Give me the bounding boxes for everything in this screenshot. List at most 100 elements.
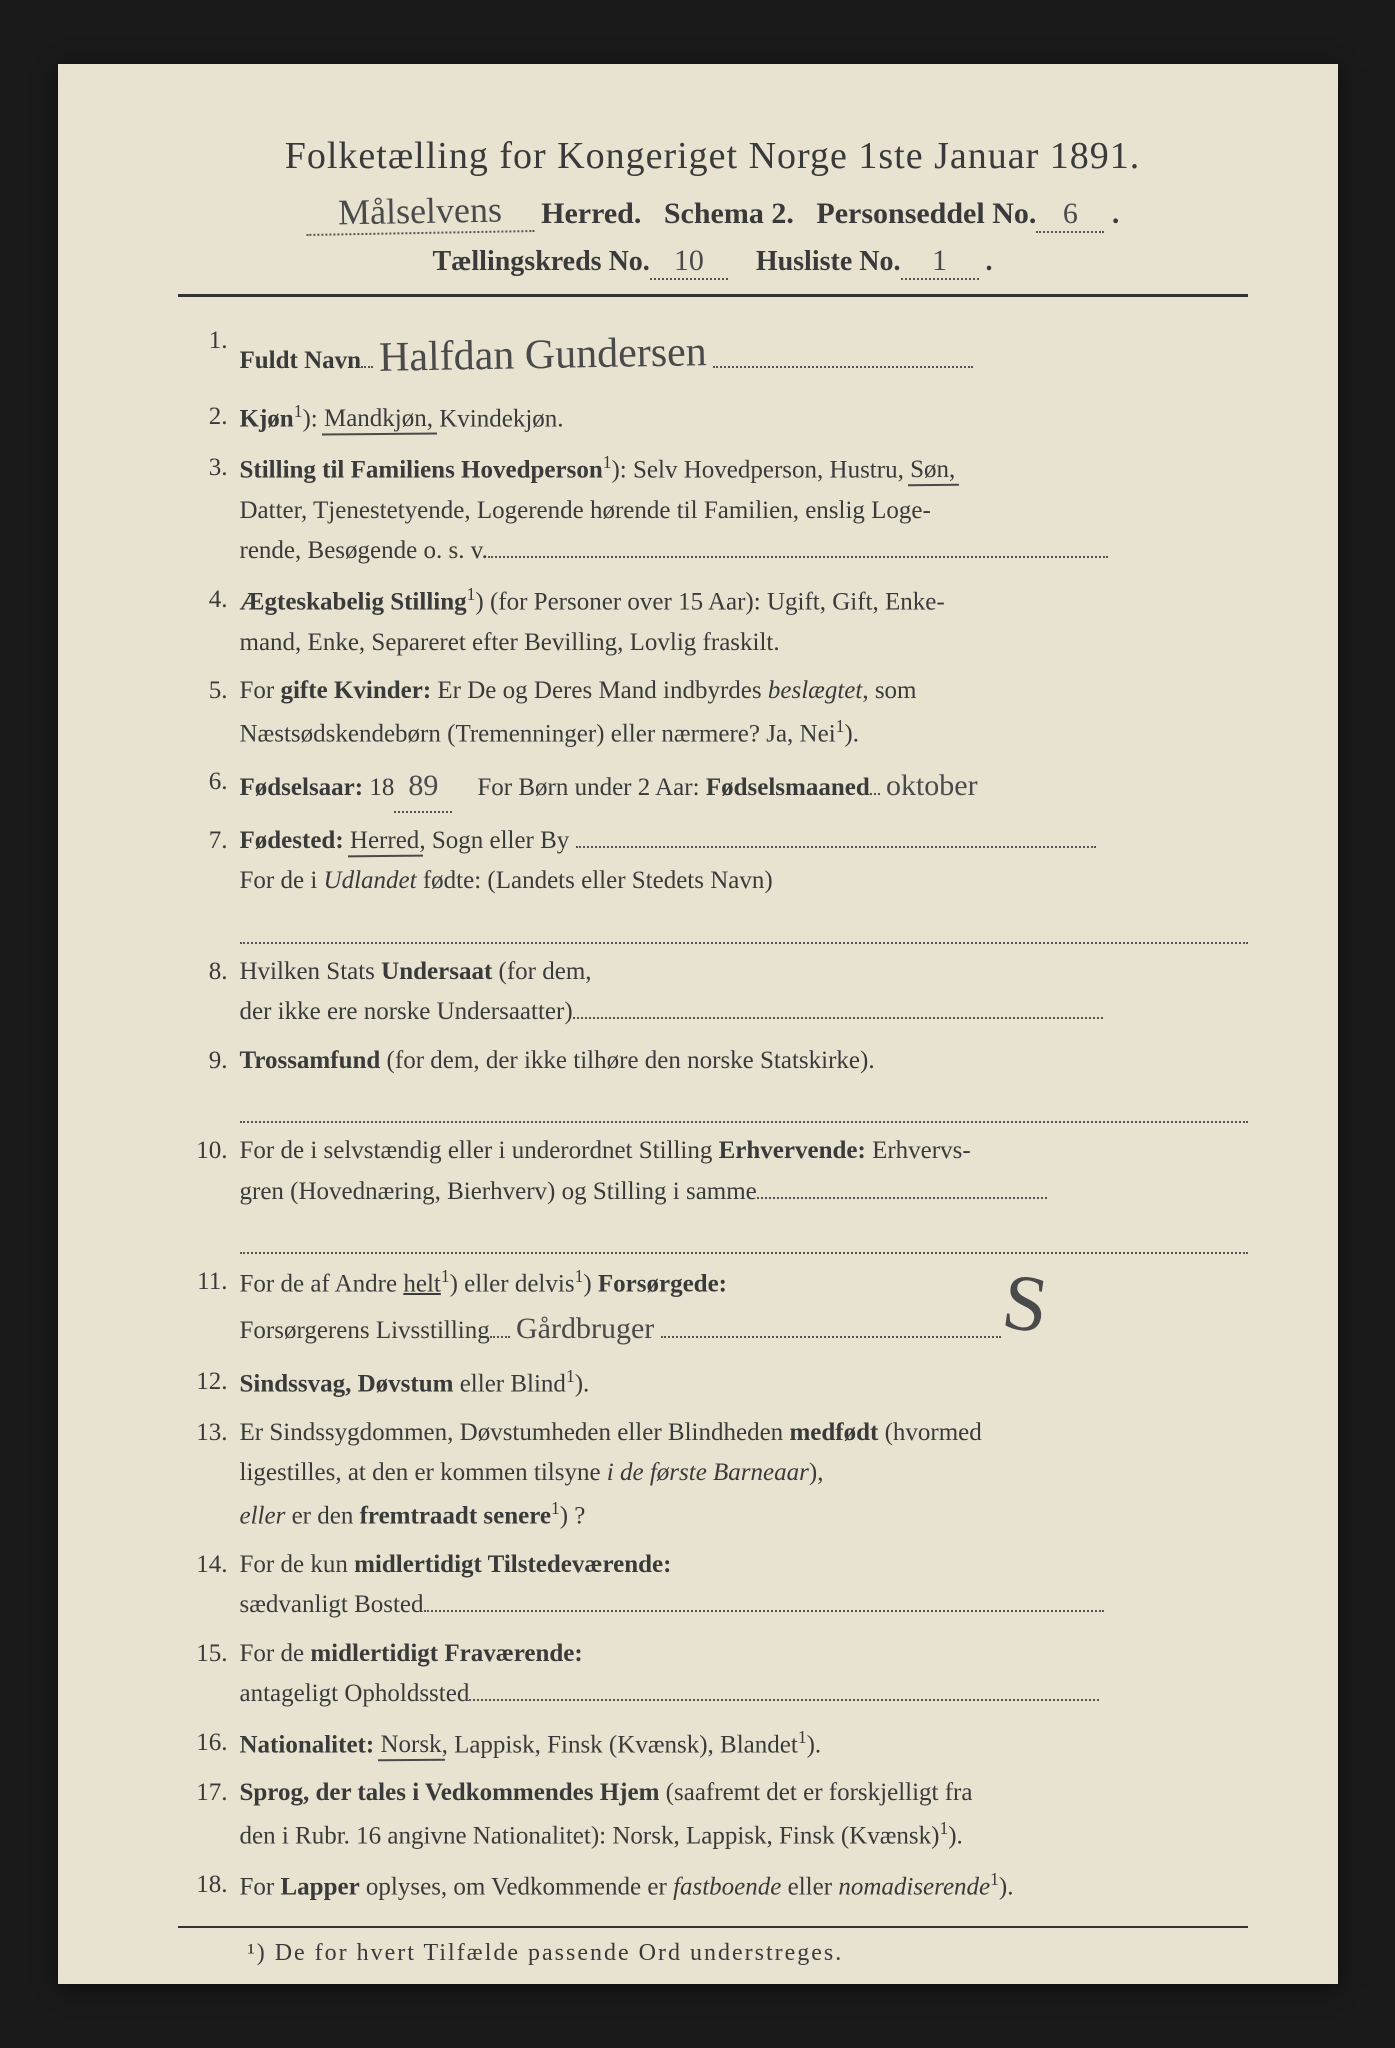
field-1-name: Fuldt Navn Halfdan Gundersen <box>178 321 1248 389</box>
q2-kvindekjon: Kvindekjøn. <box>439 405 563 432</box>
q12-text-b: eller Blind <box>453 1370 565 1397</box>
q6-label2: Fødselsmaaned <box>706 774 870 801</box>
q3-line1: Selv Hovedperson, Hustru, <box>633 456 910 483</box>
q7-line2-wrap: For de i Udlandet fødte: (Landets eller … <box>240 861 1248 902</box>
q5-beslaegtet: beslægtet <box>768 677 862 704</box>
q5-line1: Er De og Deres Mand indbyrdes <box>437 677 767 704</box>
q13-line1: Er Sindssygdommen, Døvstumheden eller Bl… <box>240 1419 790 1446</box>
q17-line2-wrap: den i Rubr. 16 angivne Nationalitet): No… <box>240 1814 1248 1857</box>
personseddel-label: Personseddel No. <box>816 197 1036 230</box>
q3-line2: Datter, Tjenestetyende, Logerende hørend… <box>240 491 1248 532</box>
field-17-language: Sprog, der tales i Vedkommendes Hjem (sa… <box>178 1773 1248 1856</box>
q6-label: Fødselsaar: <box>240 774 364 801</box>
q17-line1-end: (saafremt det er forskjelligt fra <box>659 1779 972 1806</box>
q16-rest: , Lappisk, Finsk (Kvænsk), Blandet <box>442 1731 798 1758</box>
header-divider <box>178 294 1248 297</box>
field-3-relation: Stilling til Familiens Hovedperson1): Se… <box>178 448 1248 572</box>
q15-line2-wrap: antageligt Opholdssted <box>240 1674 1248 1715</box>
q10-line1a: For de i selvstændig eller i underordnet… <box>240 1137 719 1164</box>
q6-prefix: 18 <box>369 774 394 801</box>
q4-paren: (for Personer over 15 Aar): <box>490 588 761 615</box>
q10-line2-wrap: gren (Hovednæring, Bierhverv) og Stillin… <box>240 1172 1248 1213</box>
field-7-birthplace: Fødested: Herred, Sogn eller By For de i… <box>178 821 1248 944</box>
field-14-temp-present: For de kun midlertidigt Tilstedeværende:… <box>178 1545 1248 1626</box>
q5-label: gifte Kvinder: <box>280 677 431 704</box>
q16-label: Nationalitet: <box>240 1731 375 1758</box>
q7-blank-line <box>240 902 1248 944</box>
q13-bold: medfødt <box>789 1419 878 1446</box>
q11-provider-hw: Gårdbruger <box>516 1305 654 1354</box>
q1-handwritten-name: Halfdan Gundersen <box>379 318 708 392</box>
field-6-birthyear: Fødselsaar: 1889 For Børn under 2 Aar: F… <box>178 762 1248 813</box>
q8-line1a: Hvilken Stats <box>240 958 382 985</box>
footnote-text: ¹) De for hvert Tilfælde passende Ord un… <box>178 1940 1248 1967</box>
q18-ital1: fastboende <box>673 1873 781 1900</box>
field-12-disability: Sindssvag, Døvstum eller Blind1). <box>178 1362 1248 1405</box>
q6-year-hw: 89 <box>394 762 452 813</box>
q10-blank-line <box>240 1212 1248 1254</box>
q4-line2: mand, Enke, Separeret efter Bevilling, L… <box>240 623 1248 664</box>
field-16-nationality: Nationalitet: Norsk, Lappisk, Finsk (Kvæ… <box>178 1723 1248 1766</box>
census-form-page: Folketælling for Kongeriget Norge 1ste J… <box>58 64 1338 1984</box>
q18-mid: oplyses, om Vedkommende er <box>360 1873 673 1900</box>
husliste-no-handwritten: 1 <box>901 244 979 280</box>
schema-label: Schema 2. <box>664 197 794 230</box>
q10-label: Erhvervende: <box>719 1137 866 1164</box>
q18-mid2: eller <box>781 1873 838 1900</box>
q2-mandkjon-underlined: Mandkjøn, <box>324 405 433 432</box>
q3-line3: rende, Besøgende o. s. v. <box>240 531 1248 572</box>
q13-line2-wrap: ligestilles, at den er kommen tilsyne i … <box>240 1453 1248 1494</box>
q6-mid: For Børn under 2 Aar: <box>477 774 705 801</box>
q14-line1: For de kun <box>240 1551 355 1578</box>
subheader-line-1: Målselvens Herred. Schema 2. Personsedde… <box>178 190 1248 234</box>
subheader-line-2: Tællingskreds No.10 Husliste No.1 . <box>178 244 1248 280</box>
q5-line1-end: , som <box>862 677 916 704</box>
q10-line1b: Erhvervs- <box>866 1137 971 1164</box>
kreds-label: Tællingskreds No. <box>432 246 649 277</box>
q3-label: Stilling til Familiens Hovedperson <box>240 456 603 483</box>
herred-label: Herred. <box>541 197 641 230</box>
q13-line1-end: (hvormed <box>878 1419 981 1446</box>
q8-line2-wrap: der ikke ere norske Undersaatter) <box>240 992 1248 1033</box>
q6-month-hw: oktober <box>886 762 978 811</box>
q11-helt: helt <box>403 1271 441 1298</box>
q17-bold: Sprog, der tales i Vedkommendes Hjem <box>240 1779 660 1806</box>
q3-son-underlined: Søn, <box>910 456 955 483</box>
q18-ital2: nomadiserende <box>838 1873 990 1900</box>
footer-divider <box>178 1926 1248 1928</box>
herred-handwritten: Målselvens <box>305 188 534 236</box>
field-9-religion: Trossamfund (for dem, der ikke tilhøre d… <box>178 1041 1248 1124</box>
field-list: Fuldt Navn Halfdan Gundersen Kjøn1): Man… <box>178 321 1248 1908</box>
q9-blank-line <box>240 1081 1248 1123</box>
q7-herred-underlined: Herred <box>350 827 419 854</box>
q11-line1a: For de af Andre <box>240 1271 404 1298</box>
q1-label: Fuldt Navn <box>240 347 362 374</box>
q11-line2-wrap: Forsørgerens Livsstilling Gårdbruger <box>240 1305 1248 1354</box>
field-18-lapper: For Lapper oplyses, om Vedkommende er fa… <box>178 1865 1248 1908</box>
q5-pre: For <box>240 677 281 704</box>
q2-label: Kjøn <box>240 405 294 432</box>
husliste-label: Husliste No. <box>756 246 901 277</box>
field-11-dependent: S For de af Andre helt1) eller delvis1) … <box>178 1262 1248 1353</box>
q13-line3-wrap: eller er den fremtraadt senere1) ? <box>240 1494 1248 1537</box>
form-header: Folketælling for Kongeriget Norge 1ste J… <box>178 134 1248 280</box>
q18-bold: Lapper <box>280 1873 359 1900</box>
q18-pre: For <box>240 1873 281 1900</box>
q16-norsk-underlined: Norsk <box>380 1731 441 1758</box>
personseddel-no-handwritten: 6 <box>1036 197 1104 233</box>
q4-label: Ægteskabelig Stilling <box>240 588 467 615</box>
field-4-marital: Ægteskabelig Stilling1) (for Personer ov… <box>178 580 1248 663</box>
q15-bold: midlertidigt Fraværende: <box>310 1640 582 1667</box>
q15-line1: For de <box>240 1640 311 1667</box>
field-5-married-women: For gifte Kvinder: Er De og Deres Mand i… <box>178 671 1248 754</box>
q5-line2-wrap: Næstsødskendebørn (Tremenninger) eller n… <box>240 712 1248 755</box>
field-10-occupation: For de i selvstændig eller i underordnet… <box>178 1131 1248 1254</box>
field-2-sex: Kjøn1): Mandkjøn, Kvindekjøn. <box>178 397 1248 440</box>
q9-text: (for dem, der ikke tilhøre den norske St… <box>380 1047 874 1074</box>
field-8-citizenship: Hvilken Stats Undersaat (for dem, der ik… <box>178 952 1248 1033</box>
q14-bold: midlertidigt Tilstedeværende: <box>354 1551 671 1578</box>
q7-rest: , Sogn eller By <box>419 827 569 854</box>
q4-opts: Ugift, Gift, Enke- <box>767 588 945 615</box>
q11-line1b: eller delvis <box>458 1271 575 1298</box>
q14-line2-wrap: sædvanligt Bosted <box>240 1585 1248 1626</box>
